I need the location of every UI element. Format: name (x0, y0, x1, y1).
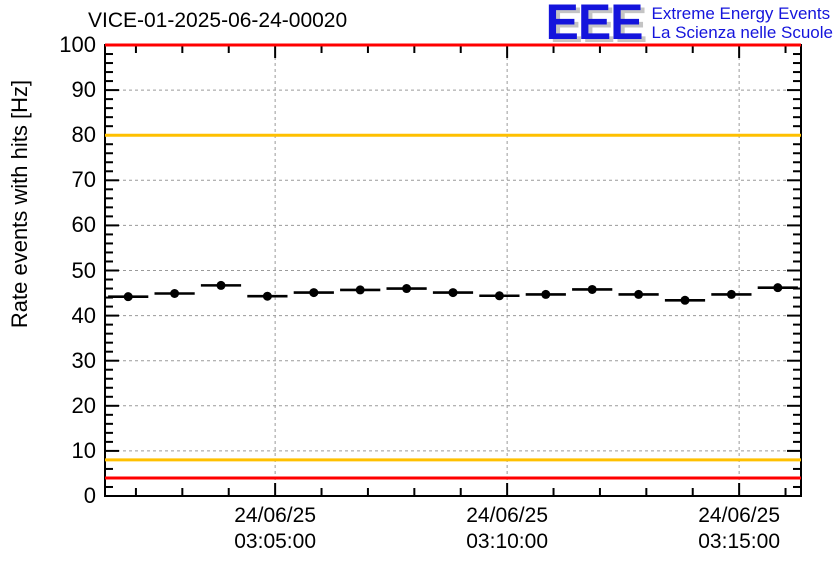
x-tick-time: 03:10:00 (466, 530, 548, 553)
chart-title: VICE-01-2025-06-24-00020 (88, 9, 348, 32)
y-tick-label: 60 (71, 212, 96, 238)
x-tick-label: 24/06/25 03:05:00 (200, 503, 350, 555)
data-point (541, 289, 551, 299)
y-tick-label: 80 (71, 122, 96, 148)
data-point (216, 280, 226, 290)
x-tick-date: 24/06/25 (698, 504, 780, 527)
data-point (123, 292, 133, 302)
y-tick-label: 30 (71, 347, 96, 373)
y-tick-label: 50 (71, 257, 96, 283)
y-tick-label: 90 (71, 77, 96, 103)
y-tick-label: 20 (71, 392, 96, 418)
eee-logo: EEE Extreme Energy Events La Scienza nel… (545, 0, 833, 50)
data-point (262, 291, 272, 301)
data-point (170, 289, 180, 299)
data-point (355, 285, 365, 295)
x-tick-label: 24/06/25 03:10:00 (432, 503, 582, 555)
data-point (773, 283, 783, 293)
y-tick-label: 40 (71, 302, 96, 328)
data-point (402, 284, 412, 294)
eee-logo-subtitles: Extreme Energy Events La Scienza nelle S… (652, 1, 833, 42)
y-tick-label: 10 (71, 437, 96, 463)
data-point (634, 289, 644, 299)
data-point (680, 295, 690, 305)
x-tick-time: 03:15:00 (698, 530, 780, 553)
x-tick-date: 24/06/25 (234, 504, 316, 527)
data-point (309, 288, 319, 298)
eee-logo-text: EEE (545, 0, 643, 50)
x-tick-time: 03:05:00 (234, 530, 316, 553)
data-point (726, 289, 736, 299)
data-point (587, 284, 597, 294)
logo-subtitle-line1: Extreme Energy Events (651, 4, 831, 23)
data-point (494, 291, 504, 301)
data-point (448, 288, 458, 298)
y-tick-label: 0 (83, 483, 96, 508)
x-tick-label: 24/06/25 03:15:00 (664, 503, 814, 555)
y-tick-label: 70 (71, 167, 96, 193)
x-tick-date: 24/06/25 (466, 504, 548, 527)
logo-subtitle-line2: La Scienza nelle Scuole (651, 23, 833, 42)
y-tick-label: 100 (59, 32, 96, 57)
